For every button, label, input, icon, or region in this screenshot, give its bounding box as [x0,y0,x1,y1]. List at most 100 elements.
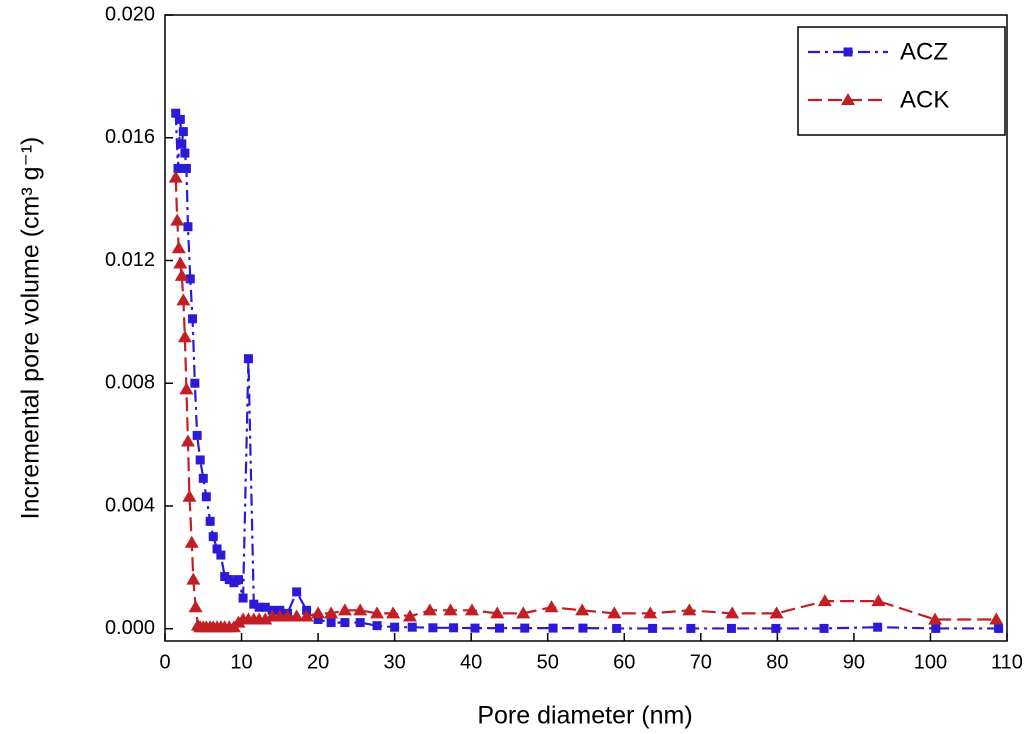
data-point [173,163,183,173]
data-point [205,516,215,526]
y-tick-label: 0.004 [105,494,155,516]
data-point [208,532,218,542]
x-tick-label: 0 [159,651,170,673]
data-point [220,572,230,582]
data-point [173,256,188,269]
data-point [355,618,365,628]
data-point [179,382,194,395]
legend-marker [841,93,855,105]
data-point [931,623,941,633]
data-point [184,535,199,548]
data-point [928,612,943,625]
data-point [726,623,736,633]
data-point [989,612,1004,625]
series-line [174,177,997,629]
data-point [292,587,302,597]
data-point [192,430,202,440]
data-point [520,623,530,633]
y-tick-label: 0.008 [105,372,155,394]
data-point [174,268,189,281]
data-point [449,623,459,633]
data-point [817,594,832,607]
legend-label: ACK [900,86,949,113]
data-point [490,606,505,619]
data-point [443,603,458,616]
data-point [337,603,352,616]
data-point [407,622,417,632]
data-point [258,612,273,625]
data-point [180,148,190,158]
data-point [372,621,382,631]
data-point [238,593,248,603]
data-point [198,473,208,483]
data-point [495,623,505,633]
x-tick-label: 80 [766,651,788,673]
legend-marker [843,47,853,57]
data-point [353,603,368,616]
data-point [299,609,314,622]
data-point [819,623,829,633]
data-point [176,293,191,306]
data-point [643,606,658,619]
data-point [648,623,658,633]
data-point [386,606,401,619]
x-tick-label: 90 [843,651,865,673]
x-tick-label: 110 [991,651,1023,673]
y-tick-label: 0.012 [105,249,155,271]
data-point [243,354,253,364]
data-point [575,603,590,616]
data-point [171,241,186,254]
data-point [175,114,185,124]
x-tick-label: 60 [613,651,635,673]
data-point [182,489,197,502]
data-point [229,578,239,588]
data-point [422,603,437,616]
data-point [201,492,211,502]
x-tick-label: 40 [460,651,482,673]
data-point [428,623,438,633]
data-point [994,623,1004,633]
data-point [464,603,479,616]
data-point [370,606,385,619]
data-point [311,606,326,619]
y-tick-label: 0.000 [105,617,155,639]
data-point [326,618,336,628]
x-tick-label: 100 [914,651,947,673]
data-point [873,622,883,632]
data-point [181,163,191,173]
y-tick-label: 0.020 [105,3,155,25]
x-axis-title: Pore diameter (nm) [477,702,692,730]
data-point [216,550,226,560]
y-axis-title: Incremental pore volume (cm³ g⁻¹) [17,137,45,520]
data-point [170,213,185,226]
data-point [516,606,531,619]
data-point [548,623,558,633]
data-point [607,606,622,619]
x-tick-label: 50 [537,651,559,673]
data-point [771,623,781,633]
data-point [190,378,200,388]
y-tick-label: 0.016 [105,126,155,148]
data-point [402,609,417,622]
legend-label: ACZ [900,38,948,65]
data-point [195,455,205,465]
data-point [289,609,304,622]
data-point [188,600,203,613]
plot-frame [164,14,1008,642]
x-tick-label: 70 [690,651,712,673]
data-point [340,618,350,628]
data-point [177,330,192,343]
data-point [725,606,740,619]
data-point [578,623,588,633]
data-point [212,544,222,554]
data-point [188,314,198,324]
data-point [233,575,243,585]
data-point [260,602,270,612]
data-point [186,572,201,585]
data-point [390,622,400,632]
data-point [544,600,559,613]
data-point [871,594,886,607]
data-point [612,623,622,633]
data-point [178,127,188,137]
